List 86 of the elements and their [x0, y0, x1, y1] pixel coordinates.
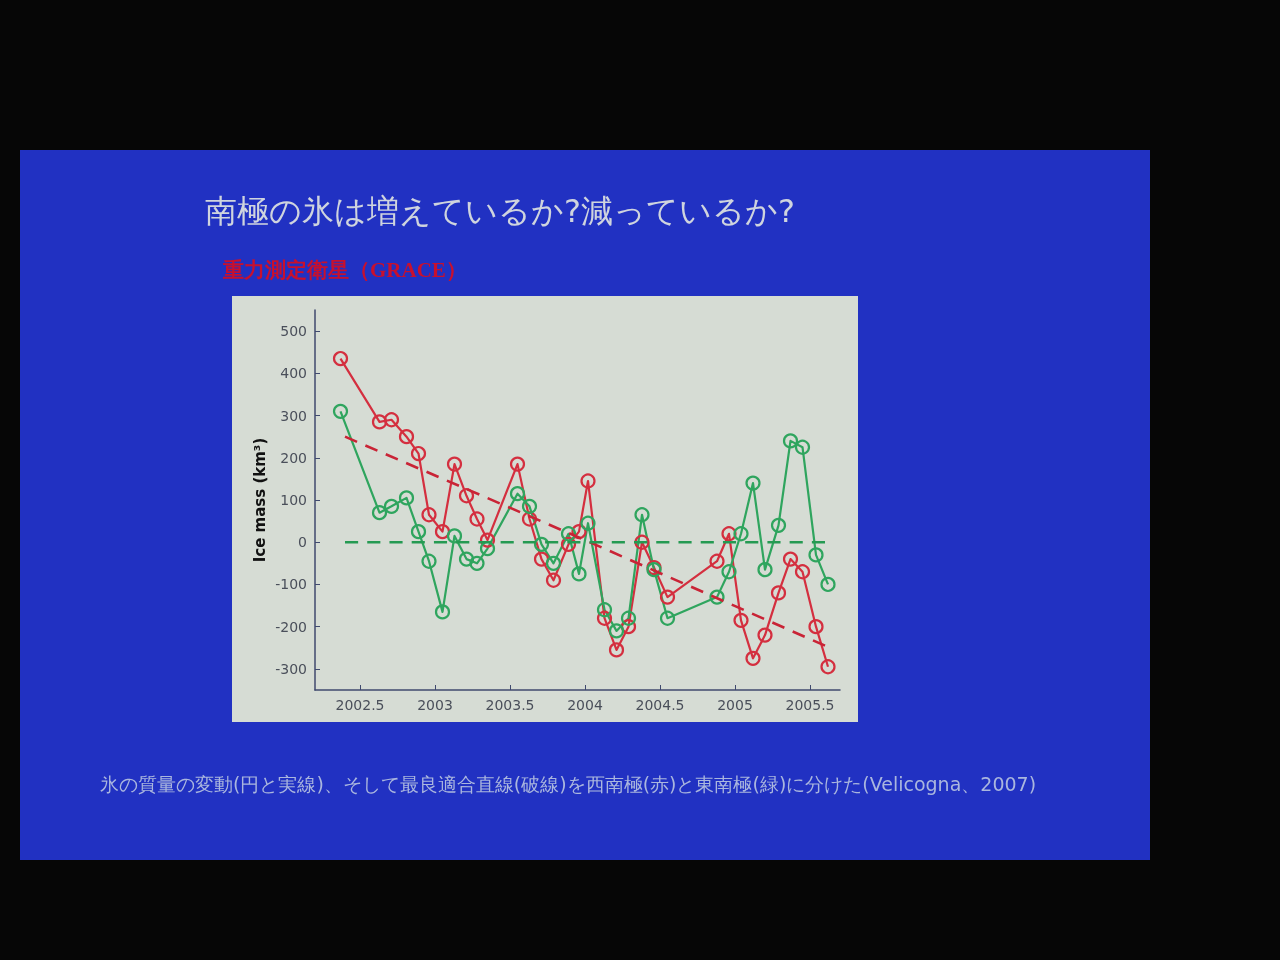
point	[571, 524, 587, 540]
point	[383, 412, 400, 428]
point	[709, 553, 725, 569]
x-tick-label: 2002.5	[335, 697, 385, 713]
point	[770, 517, 787, 533]
point	[560, 536, 577, 552]
y-tick-label: 200	[280, 449, 307, 466]
point	[398, 490, 415, 506]
y-tick-label: 100	[280, 492, 307, 508]
point	[458, 488, 475, 504]
y-tick-label: -200	[275, 618, 307, 635]
point	[571, 566, 587, 582]
point	[620, 619, 637, 635]
point	[733, 612, 749, 628]
point	[733, 526, 749, 542]
y-tick-label: 400	[280, 365, 307, 382]
point	[410, 445, 427, 462]
point	[509, 456, 526, 472]
point	[608, 642, 625, 658]
point	[545, 555, 562, 571]
point	[533, 536, 550, 552]
point	[434, 604, 451, 620]
point	[808, 547, 824, 563]
x-tick-label: 2004.5	[635, 697, 685, 713]
point	[794, 439, 811, 455]
point	[371, 505, 388, 521]
y-tick-label: 500	[280, 323, 307, 340]
point	[580, 473, 596, 489]
point	[745, 650, 761, 666]
point	[659, 610, 676, 626]
point	[332, 350, 349, 367]
point	[521, 498, 538, 514]
point	[709, 589, 725, 605]
point	[446, 528, 463, 544]
point	[398, 429, 415, 445]
point	[782, 551, 799, 567]
point	[721, 526, 737, 542]
point	[469, 555, 485, 571]
x-tick-label: 2003	[417, 697, 453, 713]
y-tick-label: -100	[275, 576, 307, 593]
point	[634, 507, 650, 523]
chart-subtitle: 重力測定衛星（GRACE）	[222, 257, 467, 282]
point	[580, 515, 596, 531]
point	[634, 534, 650, 550]
point	[757, 562, 773, 578]
point	[479, 532, 496, 548]
point	[560, 526, 577, 542]
y-axis-title: Ice mass (km³)	[250, 437, 269, 563]
point	[410, 524, 427, 540]
point	[608, 623, 625, 639]
point	[521, 511, 538, 527]
chart-title: 南極の氷は増えているか?減っているか?	[205, 192, 795, 230]
point	[757, 627, 773, 643]
y-tick-label: 0	[298, 534, 307, 551]
point	[479, 540, 496, 557]
point	[509, 486, 526, 502]
point	[794, 564, 811, 580]
point	[820, 576, 836, 593]
point	[421, 553, 437, 569]
x-tick-label: 2005	[717, 697, 753, 713]
point	[469, 511, 485, 527]
point	[383, 498, 400, 514]
point	[820, 659, 836, 675]
point	[745, 475, 761, 491]
point	[533, 551, 550, 567]
point	[332, 403, 349, 419]
point	[371, 414, 388, 430]
point	[782, 433, 799, 449]
point	[596, 602, 613, 618]
point	[659, 589, 676, 605]
point	[421, 507, 437, 523]
point	[770, 585, 787, 601]
point	[596, 610, 613, 626]
y-tick-label: 300	[280, 407, 307, 424]
x-tick-label: 2004	[567, 697, 603, 713]
text: 氷の質量の変動(円と実線)、そして最良適合直線(破線)を西南極(赤)と東南極(緑)に分けた(Velicogna、2007)	[100, 772, 1037, 795]
point	[545, 572, 562, 588]
point	[458, 551, 475, 567]
point	[808, 619, 824, 635]
y-tick-label: -300	[275, 660, 307, 677]
point	[446, 456, 463, 472]
x-tick-label: 2003.5	[485, 697, 535, 713]
point	[434, 524, 451, 540]
point	[620, 610, 637, 626]
x-tick-label: 2005.5	[785, 697, 835, 713]
point	[721, 564, 737, 580]
